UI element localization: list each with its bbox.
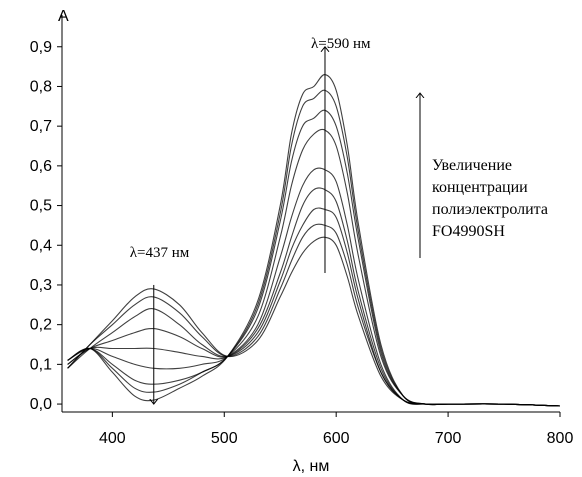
y-tick-label: 0,3 — [30, 277, 52, 294]
spectrum-line-9 — [67, 74, 561, 407]
annotations: λ=590 нм λ=437 нм Увеличение концентраци… — [130, 36, 548, 404]
y-axis-title: A — [58, 8, 69, 25]
x-tick-label: 500 — [211, 430, 238, 447]
y-tick-label: 0,6 — [30, 158, 52, 175]
spectrum-line-1 — [67, 236, 561, 407]
y-tick-label: 0,1 — [30, 356, 52, 373]
y-tick-label: 0,9 — [30, 39, 52, 56]
note-line-3: полиэлектролита — [432, 201, 548, 218]
note-line-2: концентрации — [432, 179, 528, 196]
spectrum-line-4 — [67, 187, 561, 407]
note-line-1: Увеличение — [432, 157, 512, 174]
x-tick-label: 600 — [323, 430, 350, 447]
y-tick-label: 0,4 — [30, 237, 52, 254]
y-tick-label: 0,8 — [30, 78, 52, 95]
series-group — [67, 74, 561, 407]
x-tick-label: 700 — [435, 430, 462, 447]
y-tick-label: 0,0 — [30, 396, 52, 413]
x-axis-title: λ, нм — [293, 458, 330, 475]
x-tick-label: 800 — [547, 430, 574, 447]
y-tick-label: 0,5 — [30, 198, 52, 215]
x-tick-label: 400 — [99, 430, 126, 447]
spectrum-line-5 — [67, 167, 561, 407]
annotation-437nm: λ=437 нм — [130, 245, 190, 261]
annotation-590nm: λ=590 нм — [311, 36, 371, 52]
axes: 0,0 0,1 0,2 0,3 0,4 0,5 0,6 0,7 0,8 0,9 400 500 600 7… — [30, 8, 574, 475]
y-tick-label: 0,7 — [30, 118, 52, 135]
note-line-4: FO4990SH — [432, 223, 505, 240]
y-tick-label: 0,2 — [30, 317, 52, 334]
